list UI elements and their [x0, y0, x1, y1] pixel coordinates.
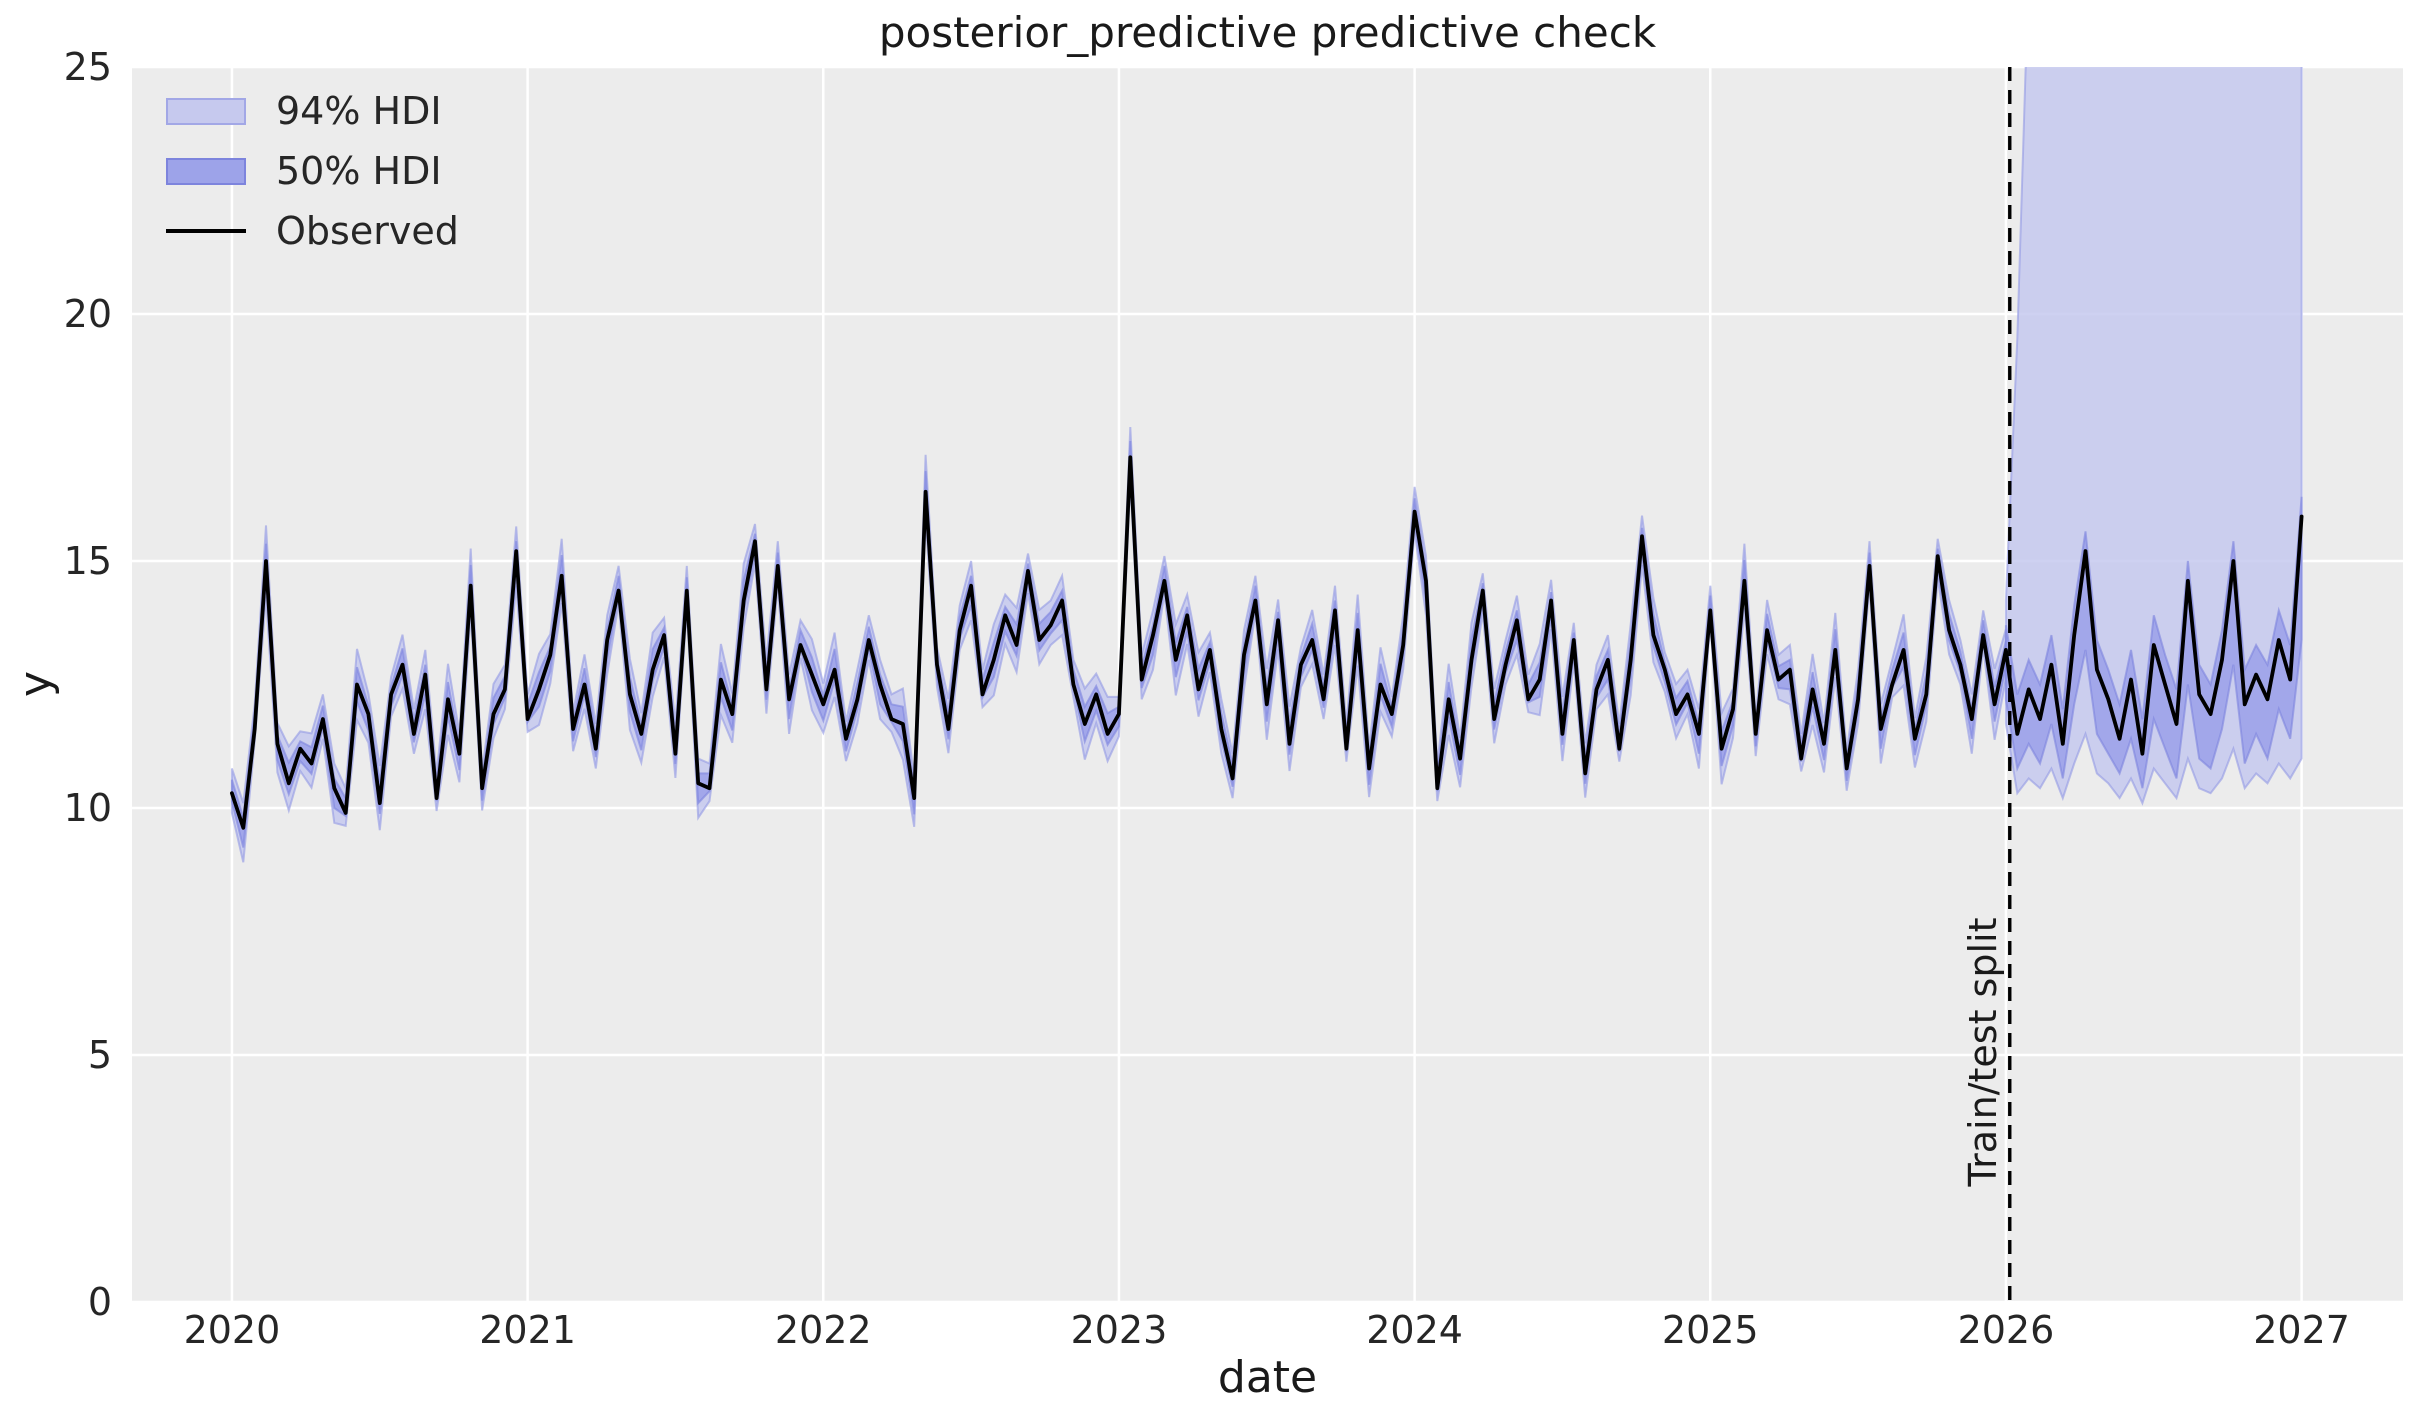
legend-label: 50% HDI	[276, 149, 442, 193]
y-tick-label: 20	[63, 292, 112, 336]
y-tick-label: 15	[63, 539, 112, 583]
x-tick-label: 2024	[1366, 1308, 1463, 1352]
x-tick-label: 2023	[1070, 1308, 1168, 1352]
legend: 94% HDI 50% HDI Observed	[166, 89, 459, 253]
x-tick-label: 2027	[2253, 1308, 2350, 1352]
x-axis-label: date	[1217, 1352, 1318, 1403]
legend-item-94-hdi: 94% HDI	[166, 89, 459, 133]
y-tick-label: 5	[87, 1033, 112, 1077]
x-tick-label: 2021	[479, 1308, 576, 1352]
hdi50-legend-swatch	[166, 157, 246, 185]
hdi94-legend-swatch	[166, 97, 246, 125]
y-axis-label: y	[10, 670, 61, 698]
chart-title: posterior_predictive predictive check	[878, 8, 1657, 57]
legend-item-50-hdi: 50% HDI	[166, 149, 459, 193]
y-tick-label: 25	[63, 45, 112, 89]
observed-legend-line	[166, 229, 246, 233]
x-tick-label: 2025	[1661, 1308, 1759, 1352]
x-tick-label: 2022	[774, 1308, 872, 1352]
x-tick-label: 2026	[1957, 1308, 2055, 1352]
train-test-split-label: Train/test split	[1961, 917, 2005, 1187]
y-tick-label: 10	[63, 786, 112, 830]
legend-label: 94% HDI	[276, 89, 442, 133]
legend-item-observed: Observed	[166, 209, 459, 253]
hdi50-band-test	[2004, 496, 2303, 789]
observed-line	[230, 455, 2304, 830]
x-tick-label: 2020	[183, 1308, 281, 1352]
legend-label: Observed	[276, 209, 459, 253]
y-tick-label: 0	[87, 1280, 112, 1324]
